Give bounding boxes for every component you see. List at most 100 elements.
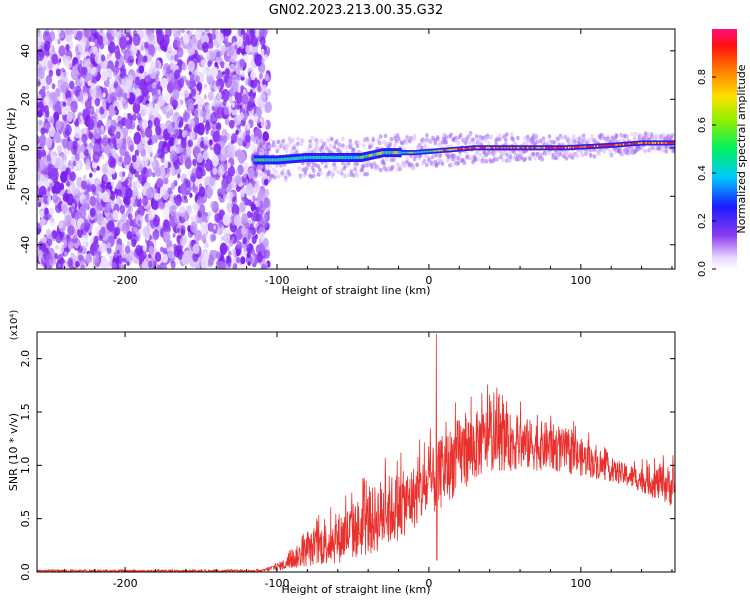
spectrogram-noise-cell (177, 59, 183, 68)
trace-peak-cell (311, 155, 314, 160)
spectrogram-noise-cell (255, 107, 263, 118)
spectrogram-noise-cell (156, 177, 164, 189)
trace-peak-cell (557, 146, 560, 149)
spectrogram-noise-cell (201, 234, 207, 243)
trace-peak-cell (473, 146, 476, 149)
spectrogram-noise-cell (174, 54, 179, 62)
spectrogram-noise-cell (45, 167, 50, 174)
trace-peak-cell (329, 155, 332, 160)
trace-peak-cell (366, 154, 369, 158)
spectrogram-noise-cell (160, 155, 165, 163)
spectrogram-noise-cell (92, 253, 100, 264)
trace-halo-cell (468, 132, 473, 137)
spectrogram-noise-cell (242, 172, 247, 179)
trace-peak-cell (262, 158, 265, 162)
spectrogram-noise-cell (235, 149, 241, 158)
trace-peak-cell (408, 151, 411, 154)
spectrogram-noise-cell (44, 219, 48, 226)
spectrogram-noise-cell (247, 183, 253, 192)
trace-halo-cell (331, 172, 336, 177)
colorbar-tick-label: 0.4 (697, 165, 708, 181)
trace-peak-cell (653, 142, 656, 144)
trace-peak-cell (338, 155, 341, 160)
trace-halo-cell (459, 132, 463, 138)
trace-halo-cell (312, 173, 316, 178)
x-tick-label: -200 (113, 577, 138, 590)
spectrogram-noise-cell (213, 143, 221, 156)
spectrogram-noise-cell (148, 102, 153, 110)
trace-halo-cell (252, 165, 256, 170)
spectrogram-noise-cell (191, 174, 196, 183)
spectrogram-noise-cell (251, 249, 256, 256)
spectrogram-noise-cell (189, 181, 194, 188)
spectrogram-noise-cell (76, 30, 83, 41)
spectrogram-noise-cell (143, 71, 148, 78)
trace-peak-cell (563, 146, 566, 149)
spectrogram-noise-cell (89, 207, 96, 218)
spectrogram-noise-cell (147, 67, 152, 75)
spectrogram-noise-cell (157, 148, 161, 154)
trace-peak-cell (261, 158, 264, 162)
trace-halo-cell (308, 139, 312, 144)
trace-peak-cell (375, 152, 378, 156)
trace-halo-cell (552, 140, 557, 145)
spectrogram-noise-cell (132, 160, 139, 170)
spectrogram-noise-cell (63, 160, 67, 166)
trace-peak-cell (545, 146, 548, 149)
trace-halo-cell (425, 162, 429, 167)
spectrogram-noise-cell (203, 136, 210, 147)
trace-peak-cell (276, 158, 279, 162)
spectrogram-noise-cell (253, 182, 261, 193)
trace-peak-cell (458, 148, 461, 150)
spectrogram-noise-cell (51, 185, 57, 194)
spectrogram-noise-cell (53, 131, 61, 144)
spectrogram-noise-cell (123, 196, 128, 204)
spectrogram-noise-cell (51, 83, 56, 90)
spectrogram-noise-cell (85, 253, 93, 264)
trace-peak-cell (294, 156, 297, 161)
spectrogram-noise-cell (167, 187, 173, 195)
spectrogram-noise-cell (80, 222, 89, 236)
trace-peak-cell (358, 155, 361, 160)
trace-peak-cell (369, 153, 372, 158)
y-tick-label: 0 (19, 144, 32, 151)
trace-halo-cell (533, 155, 537, 161)
trace-peak-cell (505, 146, 508, 149)
spectrogram-noise-cell (58, 245, 64, 254)
spectrogram-noise-cell (201, 168, 206, 177)
trace-halo-cell (267, 169, 271, 174)
spectrogram-noise-cell (52, 154, 56, 161)
spectrogram-noise-cell (69, 80, 75, 90)
trace-peak-cell (402, 151, 405, 154)
trace-peak-cell (296, 156, 299, 160)
trace-peak-cell (527, 146, 530, 149)
trace-peak-cell (543, 146, 546, 149)
spectrogram-noise-cell (199, 204, 206, 215)
spectrogram-noise-cell (64, 193, 70, 202)
snr-y-multiplier: (x10⁴) (9, 310, 20, 341)
trace-peak-cell (592, 145, 595, 148)
spectrogram-noise-cell (235, 129, 239, 136)
spectrogram-noise-cell (255, 32, 259, 38)
spectrogram-noise-cell (185, 179, 191, 188)
trace-halo-cell (540, 156, 544, 161)
spectrogram-noise-cell (213, 225, 217, 230)
trace-halo-cell (403, 163, 407, 169)
spectrogram-noise-cell (55, 245, 59, 250)
spectrogram-noise-cell (173, 129, 180, 138)
trace-halo-cell (510, 132, 514, 137)
spectrogram-noise-cell (172, 112, 181, 125)
spectrogram-noise-cell (120, 96, 124, 102)
spectrogram-noise-cell (73, 126, 82, 139)
trace-peak-cell (624, 143, 627, 146)
spectrogram-noise-cell (66, 235, 70, 240)
trace-halo-cell (493, 151, 497, 156)
spectrogram-noise-cell (72, 160, 77, 167)
spectrogram-noise-cell (184, 29, 187, 32)
trace-peak-cell (578, 146, 581, 148)
spectrogram-noise-cell (231, 101, 235, 108)
spectrogram-noise-cell (246, 100, 254, 112)
trace-peak-cell (593, 145, 596, 148)
spectrogram-noise-cell (204, 144, 209, 151)
trace-peak-cell (575, 146, 578, 149)
